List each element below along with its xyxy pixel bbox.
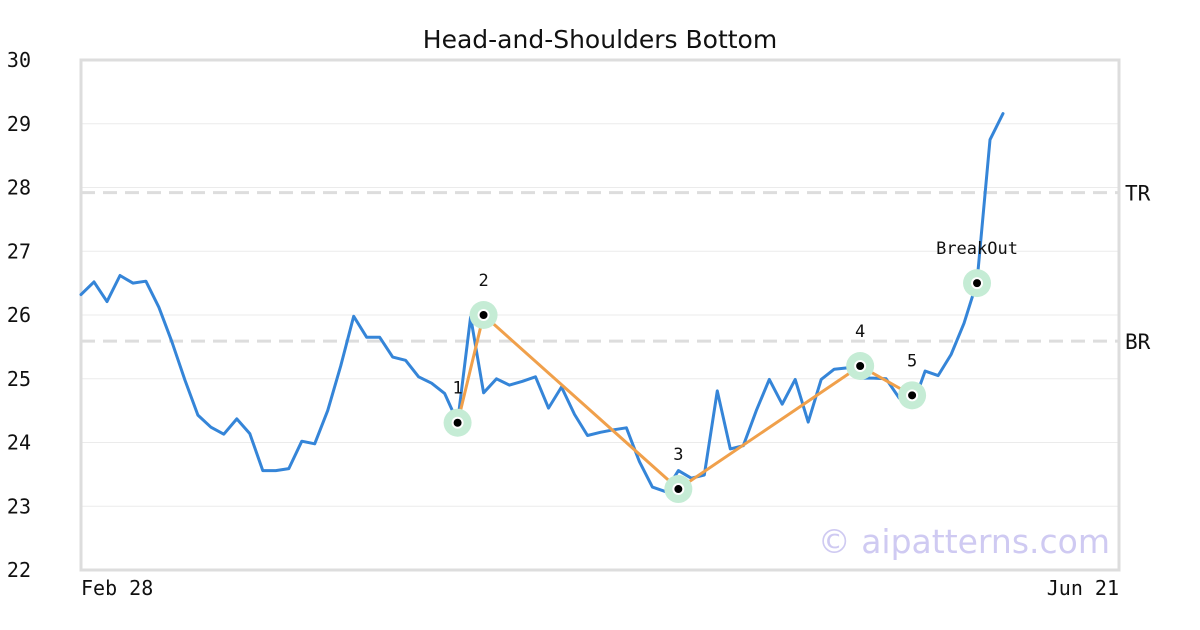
y-tick-label-28: 28 xyxy=(7,176,31,200)
y-tick-label-27: 27 xyxy=(7,239,31,263)
point-marker-3 xyxy=(672,483,685,496)
point-marker-4 xyxy=(854,360,867,372)
x-axis: Feb 28 Jun 21 xyxy=(81,576,1119,600)
pattern-segment-1-2 xyxy=(456,313,486,425)
y-tick-label-23: 23 xyxy=(7,494,31,518)
chart-title: Head-and-Shoulders Bottom xyxy=(423,25,777,54)
pattern-segment-2-3 xyxy=(482,313,680,491)
x-tick-label-start: Feb 28 xyxy=(81,576,153,600)
plot-frame xyxy=(79,58,1121,572)
watermark: © aipatterns.com xyxy=(818,522,1110,561)
level-label-tr: TR xyxy=(1125,182,1151,206)
pattern-overlay: 1 2 3 4 5 BreakOut xyxy=(443,239,1018,504)
point-marker-1 xyxy=(451,416,464,429)
y-axis: 22 23 24 25 26 27 28 29 30 xyxy=(7,48,31,582)
y-tick-label-26: 26 xyxy=(7,303,31,327)
x-tick-label-end: Jun 21 xyxy=(1047,576,1119,600)
point-marker-2 xyxy=(477,309,490,321)
y-tick-label-22: 22 xyxy=(7,558,31,582)
pattern-segment-3-4 xyxy=(676,364,862,491)
point-label-1: 1 xyxy=(452,379,462,399)
y-tick-label-29: 29 xyxy=(7,112,31,136)
point-marker-breakout xyxy=(971,277,984,290)
point-label-breakout: BreakOut xyxy=(936,239,1018,259)
level-label-br: BR xyxy=(1125,330,1151,354)
resistance-levels: TR BR xyxy=(81,182,1151,354)
point-label-4: 4 xyxy=(855,322,865,342)
y-tick-label-24: 24 xyxy=(7,431,31,455)
point-label-2: 2 xyxy=(478,271,488,291)
y-tick-label-30: 30 xyxy=(7,48,31,72)
point-marker-5 xyxy=(906,389,919,402)
point-label-3: 3 xyxy=(673,445,683,465)
y-tick-label-25: 25 xyxy=(7,367,31,391)
point-label-5: 5 xyxy=(907,351,917,371)
